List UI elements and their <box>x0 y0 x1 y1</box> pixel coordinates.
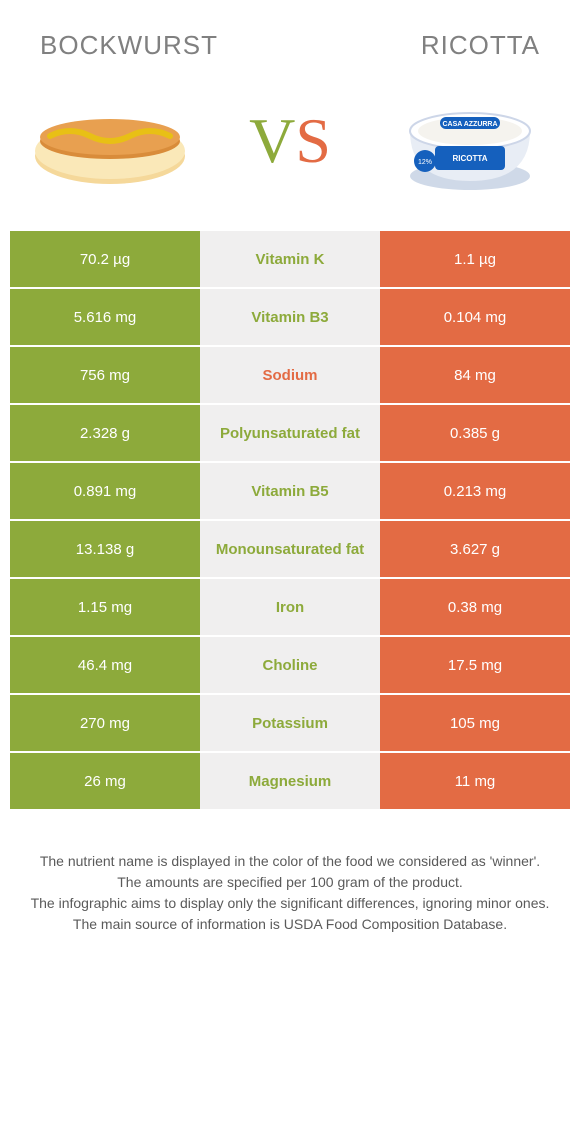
vs-s-letter: S <box>295 105 331 176</box>
ricotta-container-icon: CASA AZZURRA RICOTTA 12% <box>380 81 560 201</box>
nutrient-label-cell: Sodium <box>200 347 380 403</box>
images-row: VS CASA AZZURRA RICOTTA 12% <box>0 71 580 231</box>
right-value-cell: 17.5 mg <box>380 637 570 693</box>
left-value-cell: 2.328 g <box>10 405 200 461</box>
nutrient-label-cell: Potassium <box>200 695 380 751</box>
left-value-cell: 1.15 mg <box>10 579 200 635</box>
right-value-cell: 105 mg <box>380 695 570 751</box>
table-row: 756 mgSodium84 mg <box>10 347 570 403</box>
right-value-cell: 1.1 µg <box>380 231 570 287</box>
vs-label: VS <box>249 104 331 178</box>
svg-text:12%: 12% <box>418 159 432 166</box>
left-value-cell: 0.891 mg <box>10 463 200 519</box>
nutrient-table: 70.2 µgVitamin K1.1 µg5.616 mgVitamin B3… <box>0 231 580 809</box>
right-value-cell: 11 mg <box>380 753 570 809</box>
table-row: 70.2 µgVitamin K1.1 µg <box>10 231 570 287</box>
hotdog-icon <box>20 81 200 201</box>
table-row: 0.891 mgVitamin B50.213 mg <box>10 463 570 519</box>
nutrient-label-cell: Vitamin B3 <box>200 289 380 345</box>
right-value-cell: 84 mg <box>380 347 570 403</box>
left-value-cell: 70.2 µg <box>10 231 200 287</box>
nutrient-label-cell: Monounsaturated fat <box>200 521 380 577</box>
right-food-image: CASA AZZURRA RICOTTA 12% <box>380 81 560 201</box>
left-value-cell: 756 mg <box>10 347 200 403</box>
left-value-cell: 46.4 mg <box>10 637 200 693</box>
table-row: 2.328 gPolyunsaturated fat0.385 g <box>10 405 570 461</box>
nutrient-label-cell: Vitamin B5 <box>200 463 380 519</box>
table-row: 26 mgMagnesium11 mg <box>10 753 570 809</box>
footer-line: The main source of information is USDA F… <box>30 914 550 935</box>
table-row: 46.4 mgCholine17.5 mg <box>10 637 570 693</box>
table-row: 13.138 gMonounsaturated fat3.627 g <box>10 521 570 577</box>
table-row: 270 mgPotassium105 mg <box>10 695 570 751</box>
left-value-cell: 5.616 mg <box>10 289 200 345</box>
right-value-cell: 0.213 mg <box>380 463 570 519</box>
right-value-cell: 0.104 mg <box>380 289 570 345</box>
left-food-image <box>20 81 200 201</box>
footer-notes: The nutrient name is displayed in the co… <box>0 811 580 975</box>
right-value-cell: 0.385 g <box>380 405 570 461</box>
vs-v-letter: V <box>249 105 295 176</box>
nutrient-label-cell: Choline <box>200 637 380 693</box>
nutrient-label-cell: Iron <box>200 579 380 635</box>
nutrient-label-cell: Vitamin K <box>200 231 380 287</box>
table-row: 1.15 mgIron0.38 mg <box>10 579 570 635</box>
footer-line: The nutrient name is displayed in the co… <box>30 851 550 872</box>
table-row: 5.616 mgVitamin B30.104 mg <box>10 289 570 345</box>
right-value-cell: 0.38 mg <box>380 579 570 635</box>
left-value-cell: 13.138 g <box>10 521 200 577</box>
header: BOCKWURST RICOTTA <box>0 0 580 71</box>
left-value-cell: 26 mg <box>10 753 200 809</box>
svg-text:CASA AZZURRA: CASA AZZURRA <box>442 121 497 128</box>
svg-text:RICOTTA: RICOTTA <box>453 154 488 163</box>
left-food-title: BOCKWURST <box>40 30 218 61</box>
footer-line: The infographic aims to display only the… <box>30 893 550 914</box>
nutrient-label-cell: Polyunsaturated fat <box>200 405 380 461</box>
right-food-title: RICOTTA <box>421 30 540 61</box>
footer-line: The amounts are specified per 100 gram o… <box>30 872 550 893</box>
nutrient-label-cell: Magnesium <box>200 753 380 809</box>
left-value-cell: 270 mg <box>10 695 200 751</box>
right-value-cell: 3.627 g <box>380 521 570 577</box>
